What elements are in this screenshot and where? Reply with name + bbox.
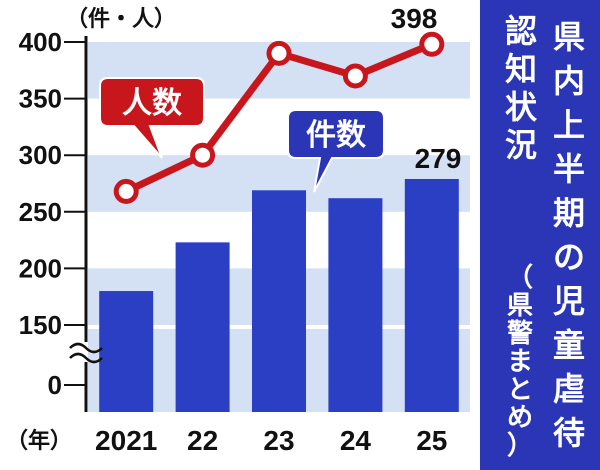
bar-legend-label: 件数 bbox=[306, 118, 367, 153]
line-legend-bubble-shape bbox=[99, 77, 205, 159]
line-point-23 bbox=[266, 40, 292, 66]
bar-data-label-2025: 279 bbox=[415, 143, 462, 174]
year-prefix: （年） bbox=[6, 428, 72, 454]
y-tick-label: 150 bbox=[19, 310, 62, 340]
y-axis bbox=[69, 36, 103, 412]
line-legend-bubble: 人数 bbox=[99, 77, 205, 159]
axis-break-mark bbox=[69, 342, 103, 364]
y-tick-label: 400 bbox=[19, 27, 62, 57]
x-tick-label: 24 bbox=[340, 425, 372, 456]
bar-23 bbox=[252, 190, 306, 412]
title-sub: 認知状況 bbox=[505, 12, 538, 164]
source-note: （県警まとめ） bbox=[507, 263, 533, 461]
x-tick-label: 2021 bbox=[95, 425, 157, 456]
line-point-24 bbox=[342, 63, 368, 89]
bar-24 bbox=[328, 198, 383, 412]
line-legend-label: 人数 bbox=[122, 86, 183, 121]
y-tick-label: 300 bbox=[19, 140, 62, 170]
line-series bbox=[113, 31, 445, 204]
title-panel: 県内上半期の児童虐待 認知状況 （県警まとめ） bbox=[480, 0, 600, 470]
bar-legend-bubble-shape bbox=[287, 109, 385, 193]
title-main: 県内上半期の児童虐待 bbox=[553, 18, 585, 452]
y-tick-label: 200 bbox=[19, 253, 62, 283]
bar-series bbox=[99, 178, 459, 412]
y-tick-label: 0 bbox=[48, 370, 62, 400]
bar-legend-bubble: 件数 bbox=[287, 109, 385, 193]
x-tick-label: 23 bbox=[263, 425, 294, 456]
bar-2021 bbox=[99, 291, 154, 412]
x-tick-label: 22 bbox=[187, 425, 218, 456]
bar-25 bbox=[404, 178, 459, 412]
y-tick-label: 250 bbox=[19, 197, 62, 227]
x-tick-label: 25 bbox=[416, 425, 447, 456]
line-point-2021 bbox=[113, 178, 139, 204]
line-point-25 bbox=[419, 31, 445, 57]
bar-22 bbox=[175, 242, 230, 412]
y-tick-labels: 400 350 300 250 200 150 0 bbox=[19, 27, 86, 400]
title-panel-bg bbox=[480, 0, 600, 470]
line-point-22 bbox=[190, 142, 216, 168]
x-tick-labels: 2021 22 23 24 25 bbox=[95, 425, 447, 456]
y-tick-label: 350 bbox=[19, 84, 62, 114]
line-data-label-2025: 398 bbox=[391, 3, 438, 34]
unit-label: （件・人） bbox=[66, 7, 176, 32]
